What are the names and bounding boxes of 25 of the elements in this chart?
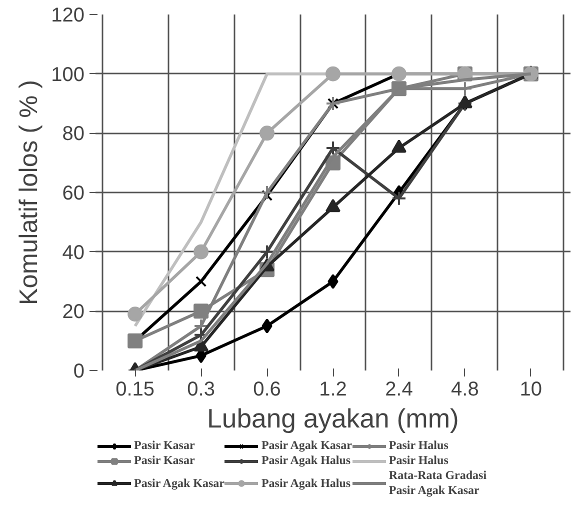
x-tick-label: 1.2	[319, 378, 347, 400]
legend-label: Pasir Kasar	[134, 438, 195, 453]
legend-label: Pasir Halus	[388, 453, 448, 468]
y-tick-label: 40	[62, 242, 85, 264]
legend-label: Rata-Rata Gradasi Pasir Agak Kasar	[388, 468, 487, 498]
legend-label: Pasir Kasar	[134, 453, 195, 468]
legend-label: Pasir Agak Kasar	[134, 476, 224, 490]
x-tick-label: 4.8	[451, 378, 479, 400]
x-tick-label: 0.3	[187, 378, 215, 400]
y-tick-label: 100	[51, 64, 85, 86]
legend-label: Pasir Agak Halus	[261, 453, 351, 468]
y-tick-label: 120	[51, 4, 85, 26]
legend-label: Pasir Halus	[388, 438, 448, 453]
y-axis-title: Komulatif lolos ( % )	[15, 80, 44, 306]
y-tick-label: 0	[73, 360, 84, 382]
y-tick-label: 80	[62, 123, 85, 146]
x-tick-label: 0.15	[116, 378, 155, 400]
legend-label: Pasir Agak Kasar	[261, 438, 352, 453]
x-tick-label: 0.6	[253, 378, 281, 400]
y-tick-label: 20	[62, 301, 85, 324]
x-tick-label: 10	[520, 378, 542, 400]
x-axis-title: Lubang ayakan (mm)	[207, 404, 459, 434]
x-tick-label: 2.4	[385, 378, 413, 400]
y-tick-label: 60	[62, 182, 85, 204]
legend-label: Pasir Agak Halus	[261, 476, 351, 490]
